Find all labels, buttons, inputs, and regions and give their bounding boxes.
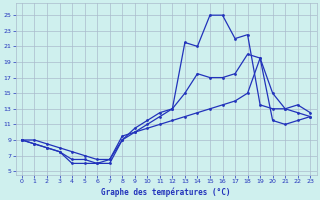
X-axis label: Graphe des températures (°C): Graphe des températures (°C) bbox=[101, 187, 231, 197]
